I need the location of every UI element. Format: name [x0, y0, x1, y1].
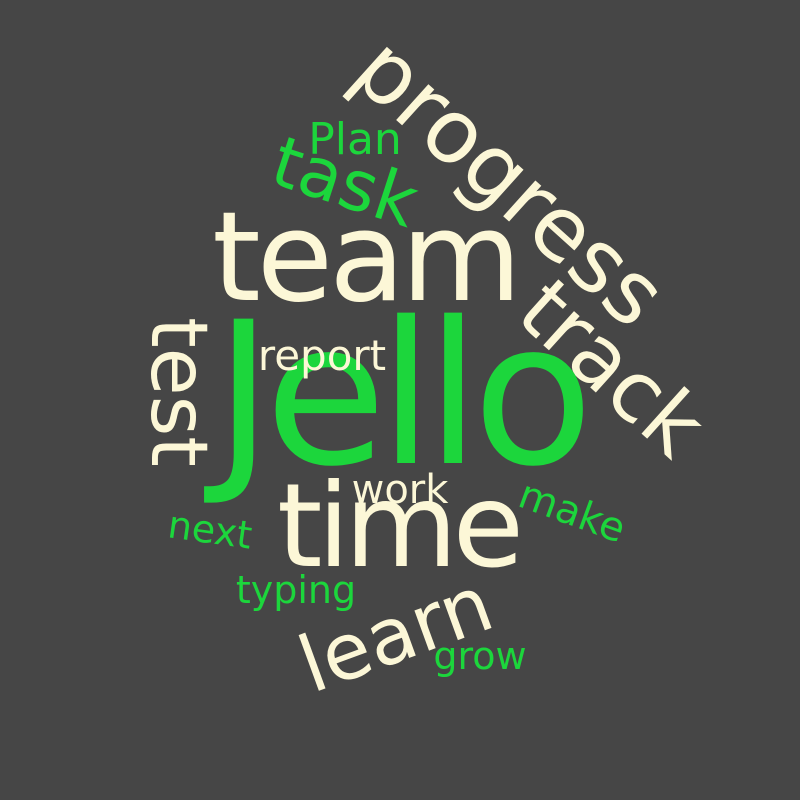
word-work: work: [351, 467, 449, 513]
word-report: report: [257, 331, 387, 380]
word-plan: Plan: [308, 114, 402, 165]
word-time: time: [276, 459, 524, 594]
word-jello: Jello: [214, 279, 593, 510]
word-test: test: [133, 317, 223, 467]
word-team: team: [212, 186, 522, 330]
word-typing: typing: [235, 568, 357, 612]
word-grow: grow: [433, 634, 527, 678]
word-next: next: [165, 502, 255, 558]
